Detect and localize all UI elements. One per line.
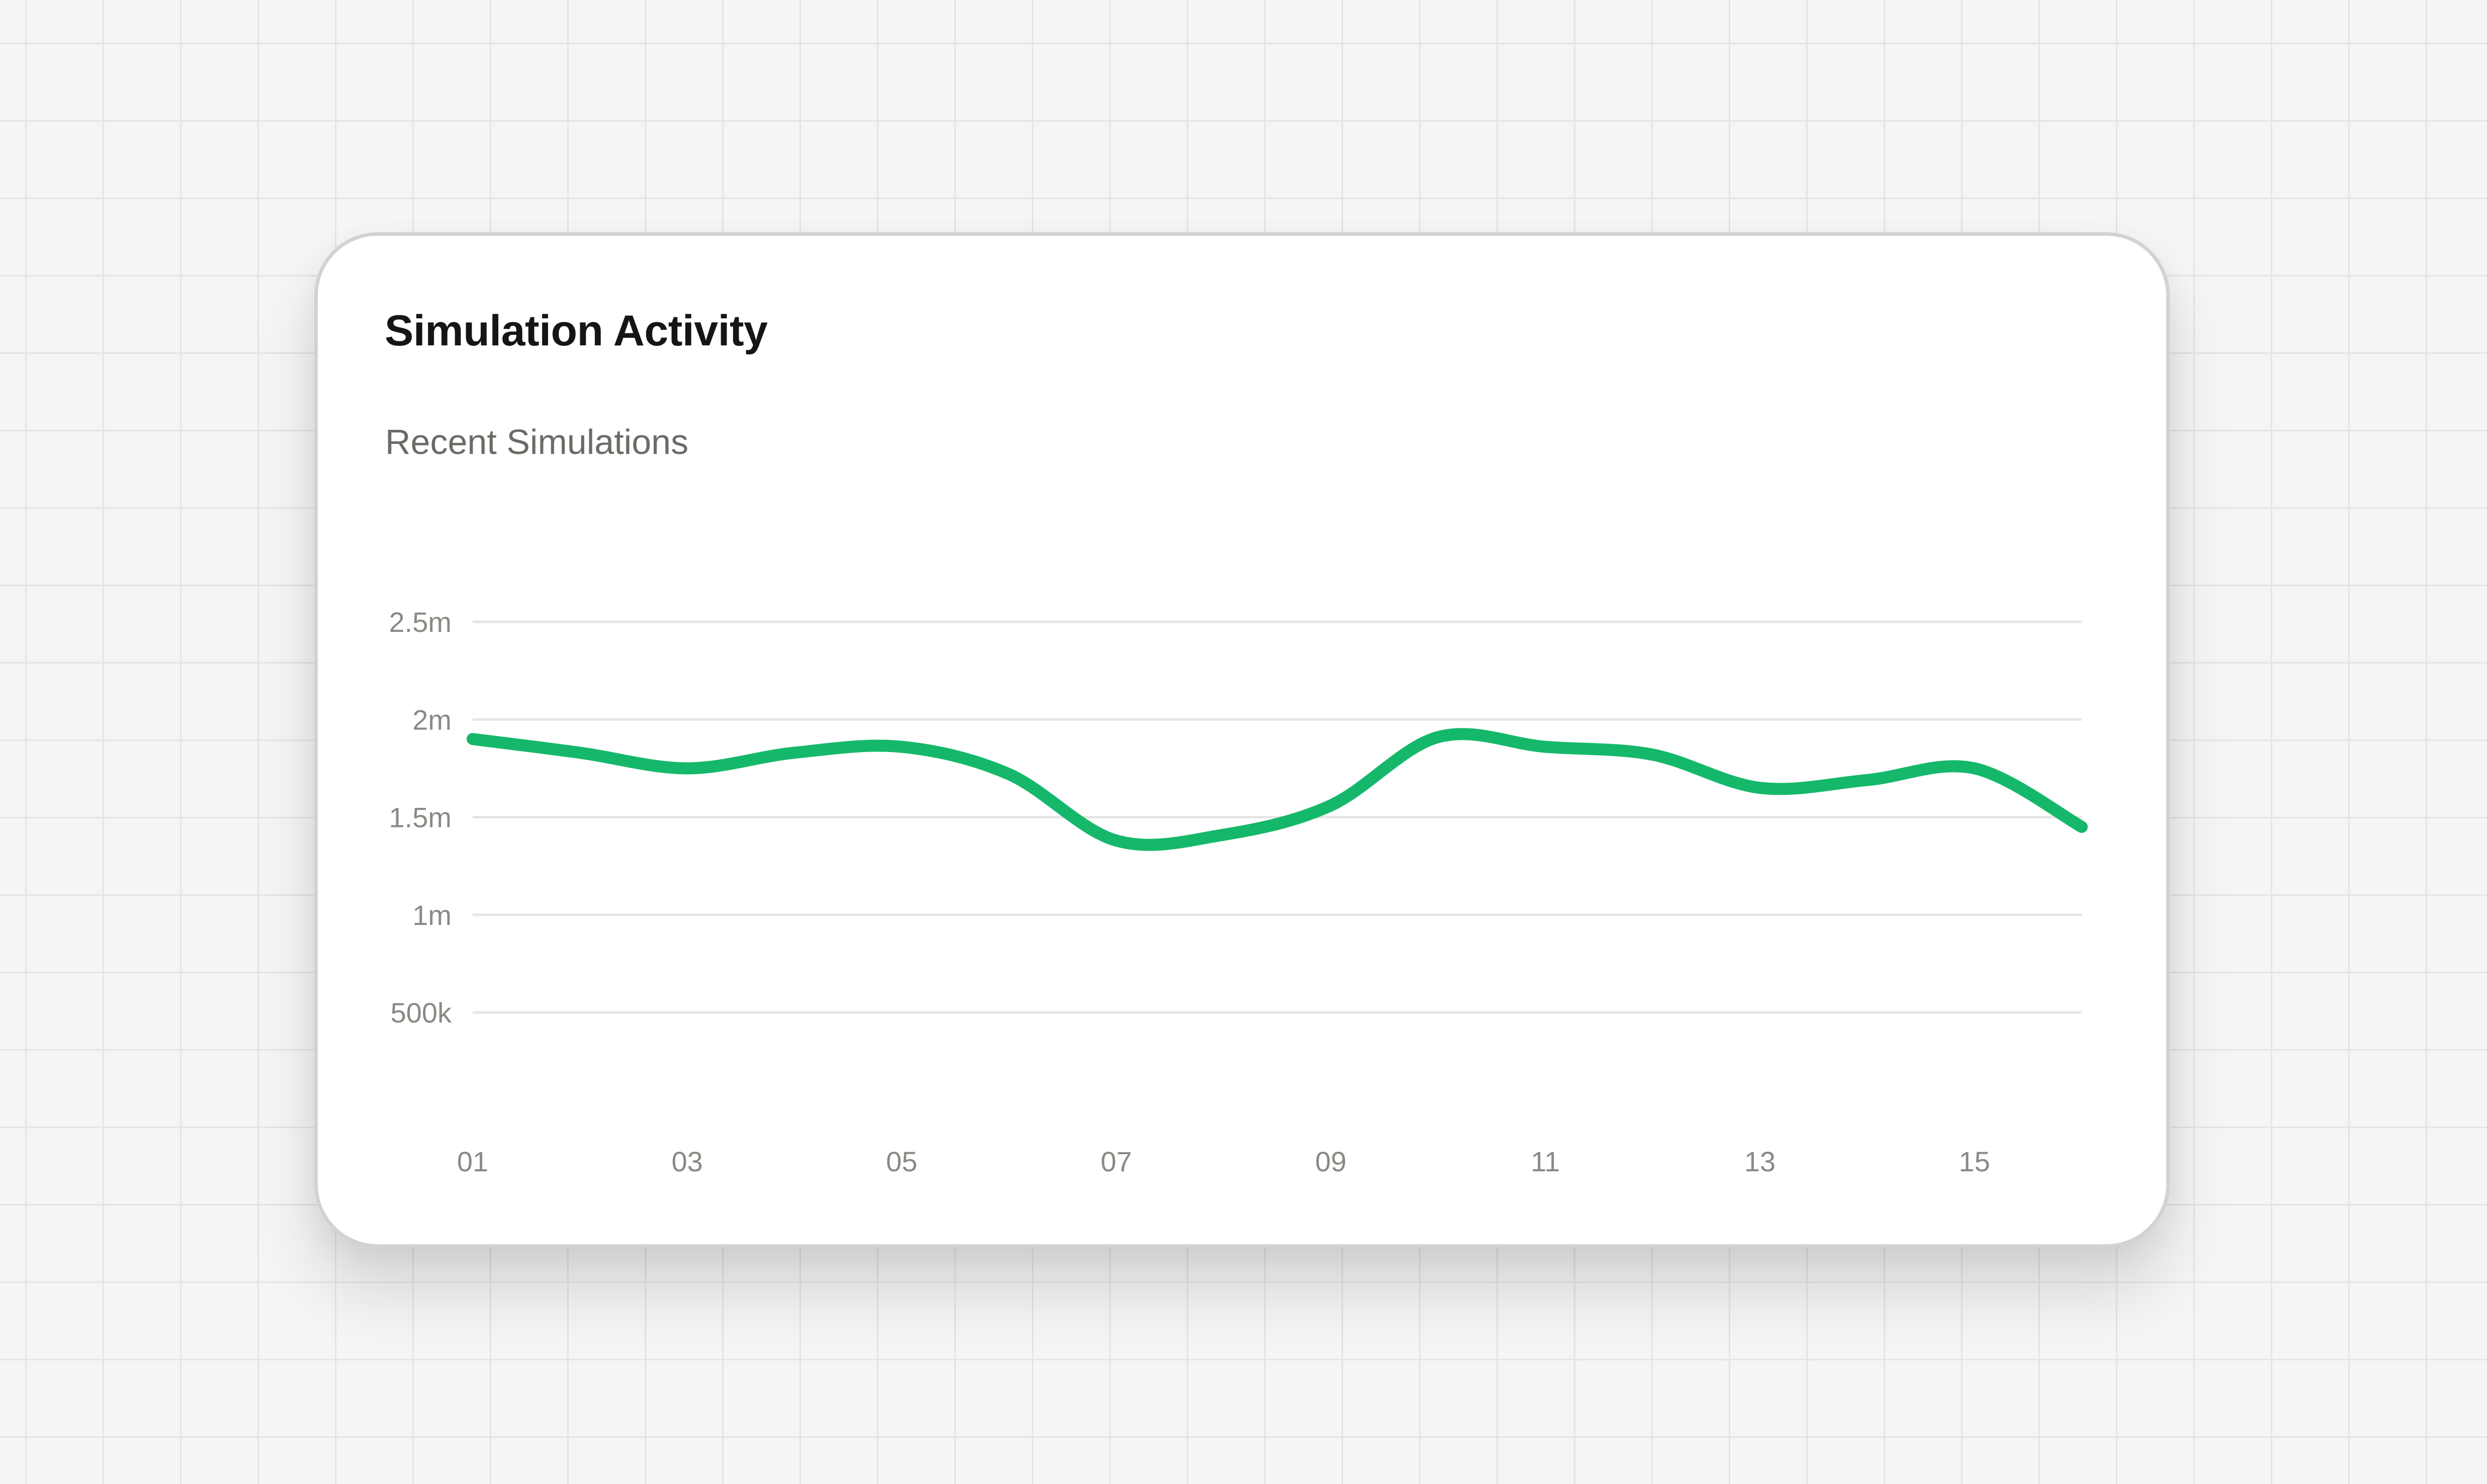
card-subtitle: Recent Simulations xyxy=(385,422,689,461)
card-title: Simulation Activity xyxy=(385,307,768,355)
chart-card: Simulation Activity Recent Simulations xyxy=(314,232,2170,1248)
